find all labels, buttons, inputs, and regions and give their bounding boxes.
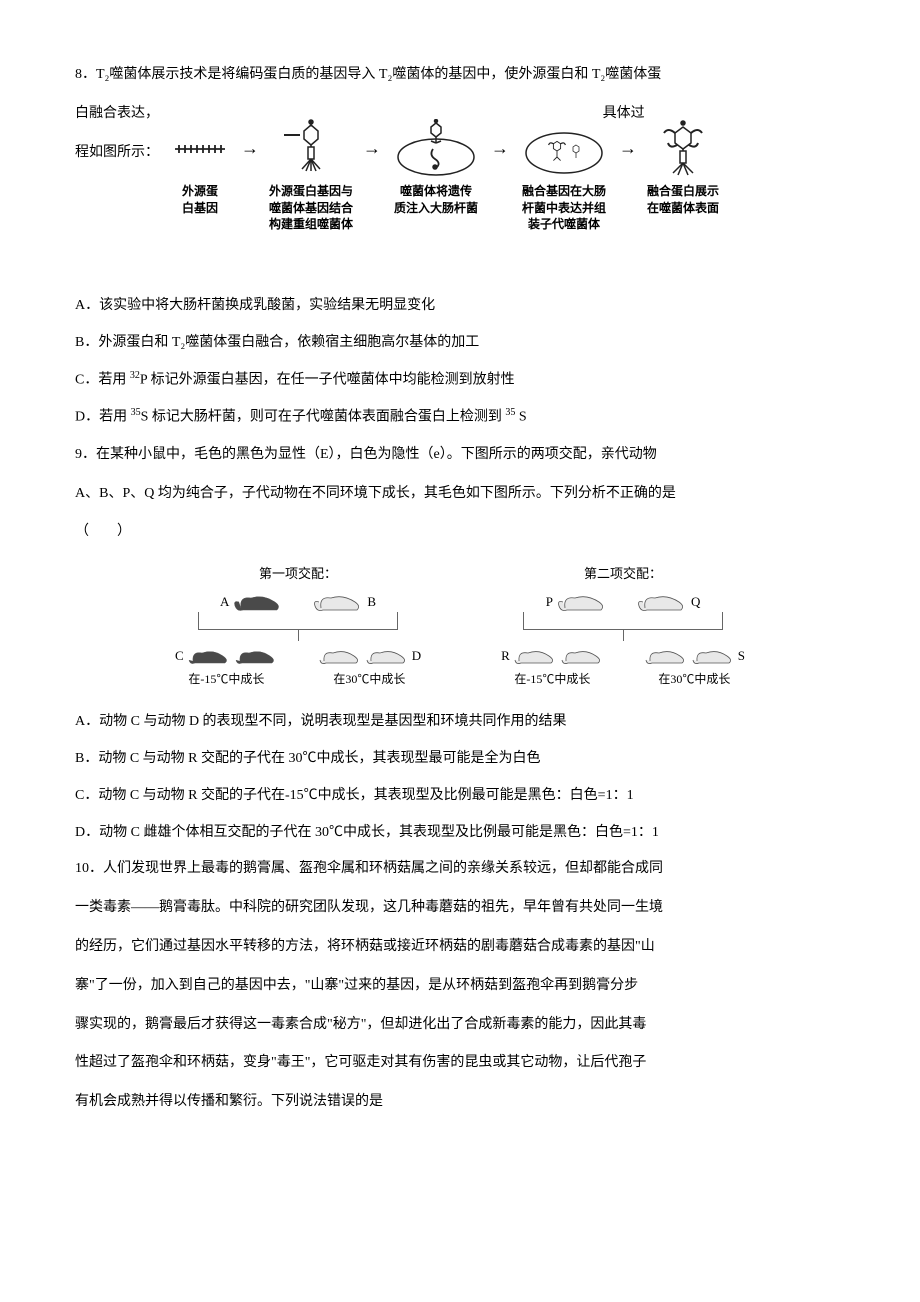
q8d-elem2: S	[515, 410, 526, 425]
cross1-child-c: C 在-15℃中成长	[175, 644, 278, 687]
mouse-white-icon	[644, 644, 688, 668]
q8-intro2-prefix: 白融合表达，	[75, 106, 159, 121]
q8-intro-text-1: T₂噬菌体展示技术是将编码蛋白质的基因导入 T₂噬菌体的基因中，使外源蛋白和 T…	[96, 67, 661, 82]
cross2-bracket	[523, 612, 723, 630]
cross2-child-s: S 在30℃中成长	[644, 644, 745, 687]
cross2-s-temp: 在30℃中成长	[658, 670, 730, 687]
cross1-children: C 在-15℃中成长 D 在30℃中成长	[175, 644, 421, 687]
cross2-children: R 在-15℃中成长 S 在30℃中成长	[501, 644, 745, 687]
arrow-3: →	[489, 119, 511, 179]
q9-option-c: C．动物 C 与动物 R 交配的子代在-15℃中成长，其表现型及比例最可能是黑色…	[75, 781, 845, 812]
q8-option-b: B．外源蛋白和 T₂噬菌体蛋白融合，依赖宿主细胞高尔基体的加工	[75, 328, 845, 359]
arrow-2: →	[361, 119, 383, 179]
cross2-r-label: R	[501, 648, 510, 664]
q8-intro-1: 8．T₂噬菌体展示技术是将编码蛋白质的基因导入 T₂噬菌体的基因中，使外源蛋白和…	[75, 60, 845, 91]
mouse-white-icon	[513, 644, 557, 668]
q9-option-a: A．动物 C 与动物 D 的表现型不同，说明表现型是基因型和环境共同作用的结果	[75, 707, 845, 738]
q10-text-0: 人们发现世界上最毒的鹅膏属、盔孢伞属和环柄菇属之间的亲缘关系较远，但却都能合成同	[103, 861, 663, 876]
q8-number: 8．	[75, 67, 96, 82]
q10-line-5: 性超过了盔孢伞和环柄菇，变身"毒王"，它可驱走对其有伤害的昆虫或其它动物，让后代…	[75, 1048, 845, 1079]
q10-line-1: 一类毒素——鹅膏毒肽。中科院的研究团队发现，这几种毒蘑菇的祖先，早年曾有共处同一…	[75, 893, 845, 924]
mouse-white-icon	[365, 644, 409, 668]
q9-line1: 9．在某种小鼠中，毛色的黑色为显性（E），白色为隐性（e）。下图所示的两项交配，…	[75, 440, 845, 471]
q9-cross-diagram: 第一项交配： A B C 在-	[75, 563, 845, 687]
mouse-white-icon	[691, 644, 735, 668]
mouse-white-icon	[318, 644, 362, 668]
mouse-white-icon	[560, 644, 604, 668]
q8-step-inject: 噬菌体将遗传 质注入大肠杆菌	[391, 119, 481, 217]
cross-2: 第二项交配： P Q R 在-	[501, 563, 745, 687]
q8-label-display: 融合蛋白展示 在噬菌体表面	[647, 183, 719, 217]
q8c-iso: 32	[130, 370, 140, 381]
cross2-s-label: S	[738, 648, 745, 664]
q8-label-express: 融合基因在大肠 杆菌中表达并组 装子代噬菌体	[522, 183, 606, 233]
express-icon	[519, 119, 609, 179]
cross1-d-temp: 在30℃中成长	[333, 670, 405, 687]
cross2-child-r: R 在-15℃中成长	[501, 644, 604, 687]
q9-option-b: B．动物 C 与动物 R 交配的子代在 30℃中成长，其表现型最可能是全为白色	[75, 744, 845, 775]
q9-option-d: D．动物 C 雌雄个体相互交配的子代在 30℃中成长，其表现型及比例最可能是黑色…	[75, 818, 845, 849]
q10-line-0: 10．人们发现世界上最毒的鹅膏属、盔孢伞属和环柄菇属之间的亲缘关系较远，但却都能…	[75, 854, 845, 885]
arrow-1: →	[239, 119, 261, 179]
question-10: 10．人们发现世界上最毒的鹅膏属、盔孢伞属和环柄菇属之间的亲缘关系较远，但却都能…	[75, 854, 845, 1118]
cross1-d-label: D	[412, 648, 421, 664]
q8-step-express: 融合基因在大肠 杆菌中表达并组 装子代噬菌体	[519, 119, 609, 233]
q10-line-3: 寨"了一份，加入到自己的基因中去，"山寨"过来的基因，是从环柄菇到盔孢伞再到鹅膏…	[75, 971, 845, 1002]
injection-icon	[391, 119, 481, 179]
cross1-c-label: C	[175, 648, 184, 664]
q8-diagram: 外源蛋 白基因 → 外源蛋白基因与 噬菌	[165, 119, 723, 233]
q8d-iso: 35	[131, 407, 141, 418]
cross2-r-temp: 在-15℃中成长	[514, 670, 590, 687]
q10-number: 10．	[75, 861, 103, 876]
q8d-iso2: 35	[505, 407, 515, 418]
q8c-suffix: 标记外源蛋白基因，在任一子代噬菌体中均能检测到放射性	[147, 373, 515, 388]
question-9: 9．在某种小鼠中，毛色的黑色为显性（E），白色为隐性（e）。下图所示的两项交配，…	[75, 440, 845, 849]
cross1-title: 第一项交配：	[259, 563, 337, 582]
mouse-black-icon	[234, 644, 278, 668]
q8-option-a: A．该实验中将大肠杆菌换成乳酸菌，实验结果无明显变化	[75, 291, 845, 322]
cross1-c-temp: 在-15℃中成长	[188, 670, 264, 687]
q8-label-inject: 噬菌体将遗传 质注入大肠杆菌	[394, 183, 478, 217]
q9-line3: （ ）	[75, 517, 845, 548]
q10-line-6: 有机会成熟并得以传播和繁衍。下列说法错误的是	[75, 1087, 845, 1118]
cross2-parent-q-label: Q	[691, 594, 700, 610]
q8d-prefix: D．若用	[75, 410, 131, 425]
cross1-child-d: D 在30℃中成长	[318, 644, 421, 687]
q8-label-combine: 外源蛋白基因与 噬菌体基因结合 构建重组噬菌体	[269, 183, 353, 233]
q9-number: 9．	[75, 447, 96, 462]
cross1-bracket	[198, 612, 398, 630]
q8-label-gene: 外源蛋 白基因	[182, 183, 218, 217]
phage-display-icon	[648, 119, 718, 179]
cross-1: 第一项交配： A B C 在-	[175, 563, 421, 687]
q8-step-gene: 外源蛋 白基因	[169, 119, 231, 217]
arrow-4: →	[617, 119, 639, 179]
question-8: 8．T₂噬菌体展示技术是将编码蛋白质的基因导入 T₂噬菌体的基因中，使外源蛋白和…	[75, 60, 845, 434]
q8-option-c: C．若用 32P 标记外源蛋白基因，在任一子代噬菌体中均能检测到放射性	[75, 365, 845, 396]
q9-text1: 在某种小鼠中，毛色的黑色为显性（E），白色为隐性（e）。下图所示的两项交配，亲代…	[96, 447, 657, 462]
q9-line2: A、B、P、Q 均为纯合子，子代动物在不同环境下成长，其毛色如下图所示。下列分析…	[75, 479, 845, 510]
q8d-mid: 标记大肠杆菌，则可在子代噬菌体表面融合蛋白上检测到	[148, 410, 505, 425]
q8-option-d: D．若用 35S 标记大肠杆菌，则可在子代噬菌体表面融合蛋白上检测到 35 S	[75, 402, 845, 433]
q10-line-4: 骤实现的，鹅膏最后才获得这一毒素合成"秘方"，但却进化出了合成新毒素的能力，因此…	[75, 1010, 845, 1041]
gene-icon	[169, 119, 231, 179]
q8-step-display: 融合蛋白展示 在噬菌体表面	[647, 119, 719, 217]
q10-line-2: 的经历，它们通过基因水平转移的方法，将环柄菇或接近环柄菇的剧毒蘑菇合成毒素的基因…	[75, 932, 845, 963]
cross2-title: 第二项交配：	[584, 563, 662, 582]
cross1-parent-b-label: B	[367, 594, 376, 610]
phage-recombinant-icon	[276, 119, 346, 179]
q8-step-combine: 外源蛋白基因与 噬菌体基因结合 构建重组噬菌体	[269, 119, 353, 233]
cross2-parent-p-label: P	[546, 594, 553, 610]
cross1-parent-a-label: A	[220, 594, 229, 610]
mouse-black-icon	[187, 644, 231, 668]
q8c-prefix: C．若用	[75, 373, 130, 388]
